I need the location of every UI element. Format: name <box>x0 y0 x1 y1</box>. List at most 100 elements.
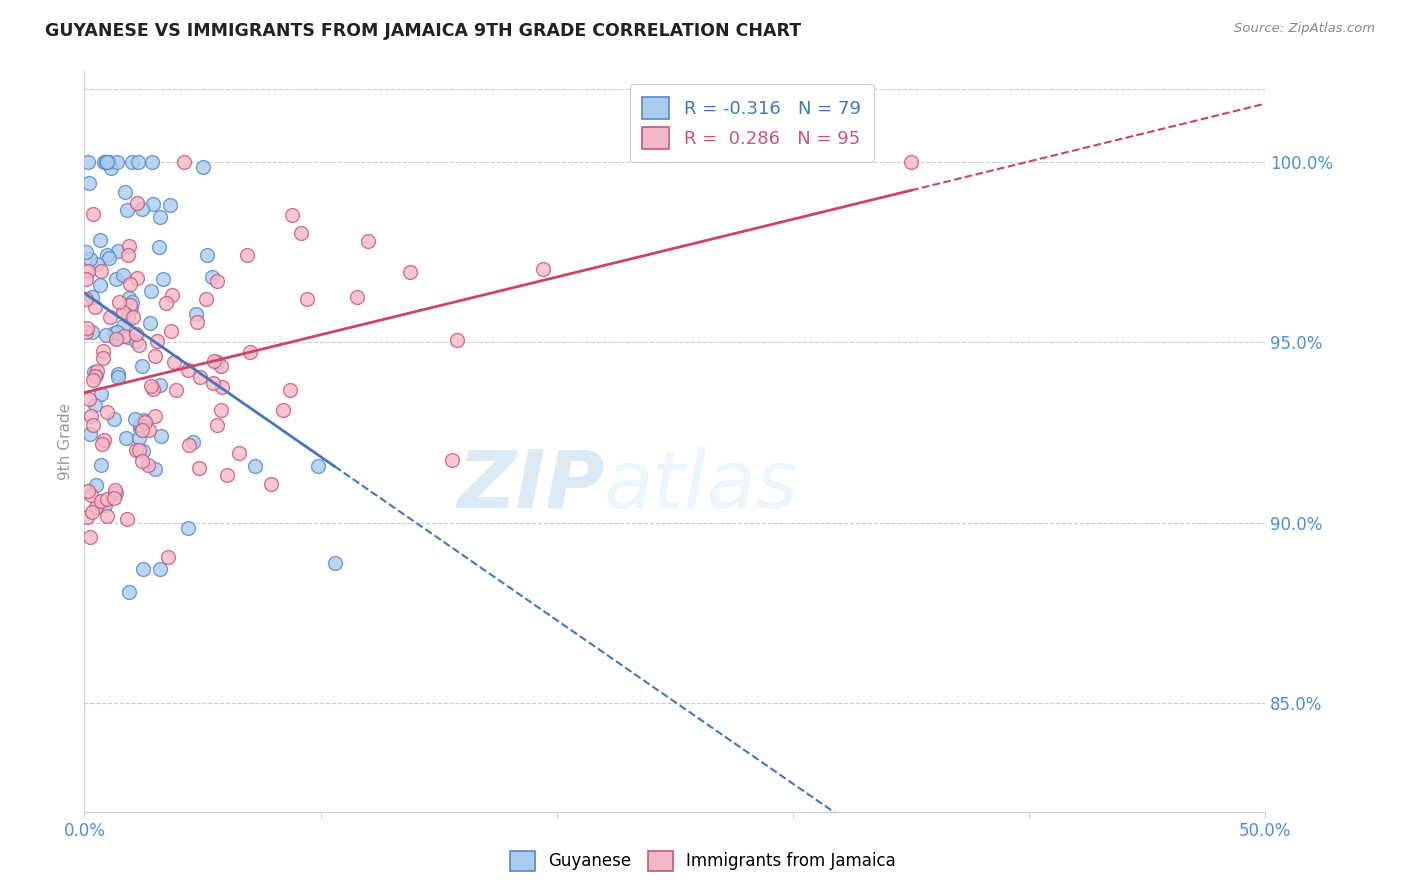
Point <box>139 378 162 392</box>
Point <box>120 301 142 316</box>
Point <box>93 351 115 365</box>
Point <box>138 316 160 330</box>
Point <box>129 418 152 433</box>
Legend: R = -0.316   N = 79, R =  0.286   N = 95: R = -0.316 N = 79, R = 0.286 N = 95 <box>630 84 873 161</box>
Point <box>155 296 177 310</box>
Point <box>105 486 128 500</box>
Point <box>307 458 329 473</box>
Point <box>128 442 150 457</box>
Point <box>280 208 302 222</box>
Point <box>128 431 150 445</box>
Point <box>131 202 153 217</box>
Point <box>114 431 136 445</box>
Point <box>142 383 165 397</box>
Point <box>531 261 554 276</box>
Point <box>125 271 148 285</box>
Point <box>346 290 368 304</box>
Point <box>80 326 103 340</box>
Point <box>239 345 262 359</box>
Point <box>205 417 228 432</box>
Point <box>177 363 200 377</box>
Point <box>117 330 139 344</box>
Point <box>148 240 170 254</box>
Point <box>90 264 112 278</box>
Point <box>209 403 232 417</box>
Point <box>173 154 195 169</box>
Point <box>80 289 103 303</box>
Point <box>96 154 118 169</box>
Point <box>115 511 138 525</box>
Point <box>112 305 135 319</box>
Point <box>399 265 422 279</box>
Point <box>163 355 186 369</box>
Point <box>295 292 318 306</box>
Point <box>243 459 266 474</box>
Point <box>79 176 101 190</box>
Point <box>120 277 142 291</box>
Point <box>80 409 103 424</box>
Point <box>79 427 101 442</box>
Point <box>79 530 101 544</box>
Y-axis label: 9th Grade: 9th Grade <box>58 403 73 480</box>
Point <box>118 239 141 253</box>
Point <box>90 458 112 472</box>
Point <box>118 291 141 305</box>
Point <box>89 277 111 292</box>
Point <box>76 510 98 524</box>
Point <box>96 404 118 418</box>
Point <box>228 446 250 460</box>
Point <box>75 292 97 306</box>
Point <box>104 483 127 497</box>
Point <box>260 477 283 491</box>
Point <box>79 252 101 266</box>
Point <box>114 185 136 199</box>
Point <box>96 491 118 506</box>
Point <box>93 433 115 447</box>
Point <box>86 364 108 378</box>
Point <box>103 412 125 426</box>
Point <box>77 484 100 499</box>
Point <box>202 354 225 368</box>
Point <box>98 251 121 265</box>
Point <box>83 365 105 379</box>
Point <box>84 300 107 314</box>
Point <box>103 326 125 340</box>
Point <box>211 380 233 394</box>
Point <box>201 269 224 284</box>
Point <box>195 247 218 261</box>
Point <box>441 452 464 467</box>
Point <box>77 264 100 278</box>
Point <box>84 478 107 492</box>
Point <box>205 355 228 369</box>
Point <box>96 154 118 169</box>
Point <box>149 562 172 576</box>
Point <box>138 423 160 437</box>
Text: ZIP: ZIP <box>457 447 605 525</box>
Point <box>107 370 129 384</box>
Point <box>98 154 121 169</box>
Point <box>124 327 146 342</box>
Point <box>278 384 301 398</box>
Point <box>149 377 172 392</box>
Point <box>124 412 146 426</box>
Point <box>165 383 187 397</box>
Point <box>186 307 208 321</box>
Point <box>118 584 141 599</box>
Text: GUYANESE VS IMMIGRANTS FROM JAMAICA 9TH GRADE CORRELATION CHART: GUYANESE VS IMMIGRANTS FROM JAMAICA 9TH … <box>45 22 801 40</box>
Point <box>143 349 166 363</box>
Point <box>83 398 105 412</box>
Point <box>177 521 200 535</box>
Point <box>121 154 143 169</box>
Point <box>132 443 155 458</box>
Legend: Guyanese, Immigrants from Jamaica: Guyanese, Immigrants from Jamaica <box>502 842 904 880</box>
Point <box>103 491 125 505</box>
Point <box>94 327 117 342</box>
Point <box>132 412 155 426</box>
Point <box>89 233 111 247</box>
Point <box>186 315 208 329</box>
Point <box>235 248 257 262</box>
Point <box>131 423 153 437</box>
Point <box>323 556 346 570</box>
Point <box>127 154 149 169</box>
Text: Source: ZipAtlas.com: Source: ZipAtlas.com <box>1234 22 1375 36</box>
